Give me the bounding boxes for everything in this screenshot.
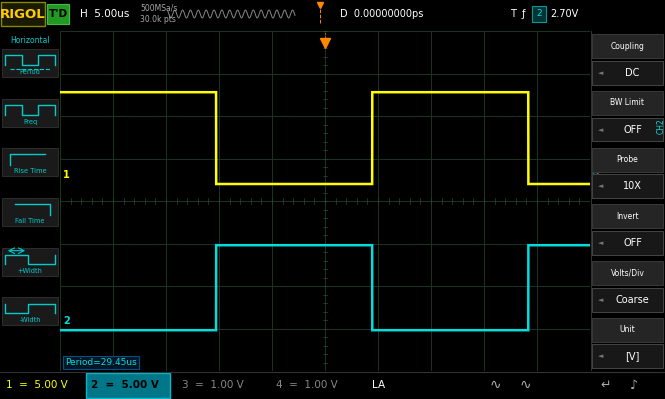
Text: ♪: ♪ (630, 379, 638, 391)
Text: Probe: Probe (616, 155, 638, 164)
Text: CH2: CH2 (593, 159, 602, 174)
Text: [V]: [V] (625, 351, 640, 361)
Text: Volts/Div: Volts/Div (610, 269, 644, 277)
FancyBboxPatch shape (592, 261, 663, 285)
FancyBboxPatch shape (2, 248, 58, 276)
Text: -Width: -Width (19, 317, 41, 323)
Text: ↵: ↵ (600, 379, 610, 391)
FancyBboxPatch shape (592, 174, 663, 198)
Text: ◄: ◄ (598, 126, 603, 132)
Text: ∿: ∿ (490, 378, 501, 392)
Text: 3  =  1.00 V: 3 = 1.00 V (182, 380, 244, 390)
Text: 2: 2 (536, 10, 542, 18)
FancyBboxPatch shape (1, 2, 45, 26)
FancyBboxPatch shape (2, 99, 58, 126)
FancyBboxPatch shape (592, 91, 663, 115)
Text: 500MSa/s: 500MSa/s (140, 4, 178, 12)
Text: 1  =  5.00 V: 1 = 5.00 V (6, 380, 68, 390)
Text: T: T (593, 241, 598, 250)
FancyBboxPatch shape (592, 204, 663, 228)
Text: Rise Time: Rise Time (14, 168, 47, 174)
Text: Period=29.45us: Period=29.45us (65, 358, 137, 367)
FancyBboxPatch shape (532, 6, 546, 22)
Text: CH2: CH2 (656, 119, 665, 134)
Text: 10X: 10X (623, 181, 642, 191)
Text: BW Limit: BW Limit (610, 99, 644, 107)
FancyBboxPatch shape (2, 49, 58, 77)
Text: +Width: +Width (17, 268, 43, 274)
Text: LA: LA (372, 380, 385, 390)
FancyBboxPatch shape (47, 4, 69, 24)
Text: Coupling: Coupling (610, 42, 644, 51)
FancyBboxPatch shape (592, 318, 663, 342)
Text: ◄: ◄ (598, 353, 603, 359)
Text: T'D: T'D (49, 9, 68, 19)
Text: Invert: Invert (616, 212, 639, 221)
FancyBboxPatch shape (592, 148, 663, 172)
Text: 30.0k pts: 30.0k pts (140, 16, 176, 24)
Text: Unit: Unit (620, 325, 635, 334)
Text: D  0.00000000ps: D 0.00000000ps (340, 9, 424, 19)
FancyBboxPatch shape (592, 34, 663, 58)
FancyBboxPatch shape (592, 344, 663, 368)
Text: H  5.00us: H 5.00us (80, 9, 130, 19)
FancyBboxPatch shape (2, 198, 58, 226)
FancyBboxPatch shape (592, 118, 663, 142)
Text: RIGOL: RIGOL (0, 8, 46, 20)
Text: ◄: ◄ (598, 183, 603, 189)
Text: OFF: OFF (623, 238, 642, 248)
FancyBboxPatch shape (592, 61, 663, 85)
Text: Fall Time: Fall Time (15, 218, 45, 224)
Text: ∿: ∿ (520, 378, 531, 392)
Text: T  ƒ: T ƒ (510, 9, 525, 19)
Text: DC: DC (625, 68, 640, 78)
Text: ◄: ◄ (598, 240, 603, 246)
FancyBboxPatch shape (86, 373, 170, 397)
FancyBboxPatch shape (2, 297, 58, 325)
Text: ◄: ◄ (598, 70, 603, 76)
Text: OFF: OFF (623, 124, 642, 134)
Text: ◄: ◄ (598, 296, 603, 302)
Text: 2.70V: 2.70V (550, 9, 579, 19)
Text: Period: Period (19, 69, 41, 75)
Text: Coarse: Coarse (616, 294, 650, 304)
Text: 4  =  1.00 V: 4 = 1.00 V (276, 380, 338, 390)
Text: 1: 1 (63, 170, 70, 180)
Text: 2: 2 (63, 316, 70, 326)
FancyBboxPatch shape (2, 148, 58, 176)
Text: Horizontal: Horizontal (10, 36, 50, 45)
FancyBboxPatch shape (592, 288, 663, 312)
Text: Freq: Freq (23, 119, 37, 124)
FancyBboxPatch shape (592, 231, 663, 255)
Text: 2  =  5.00 V: 2 = 5.00 V (91, 380, 159, 390)
